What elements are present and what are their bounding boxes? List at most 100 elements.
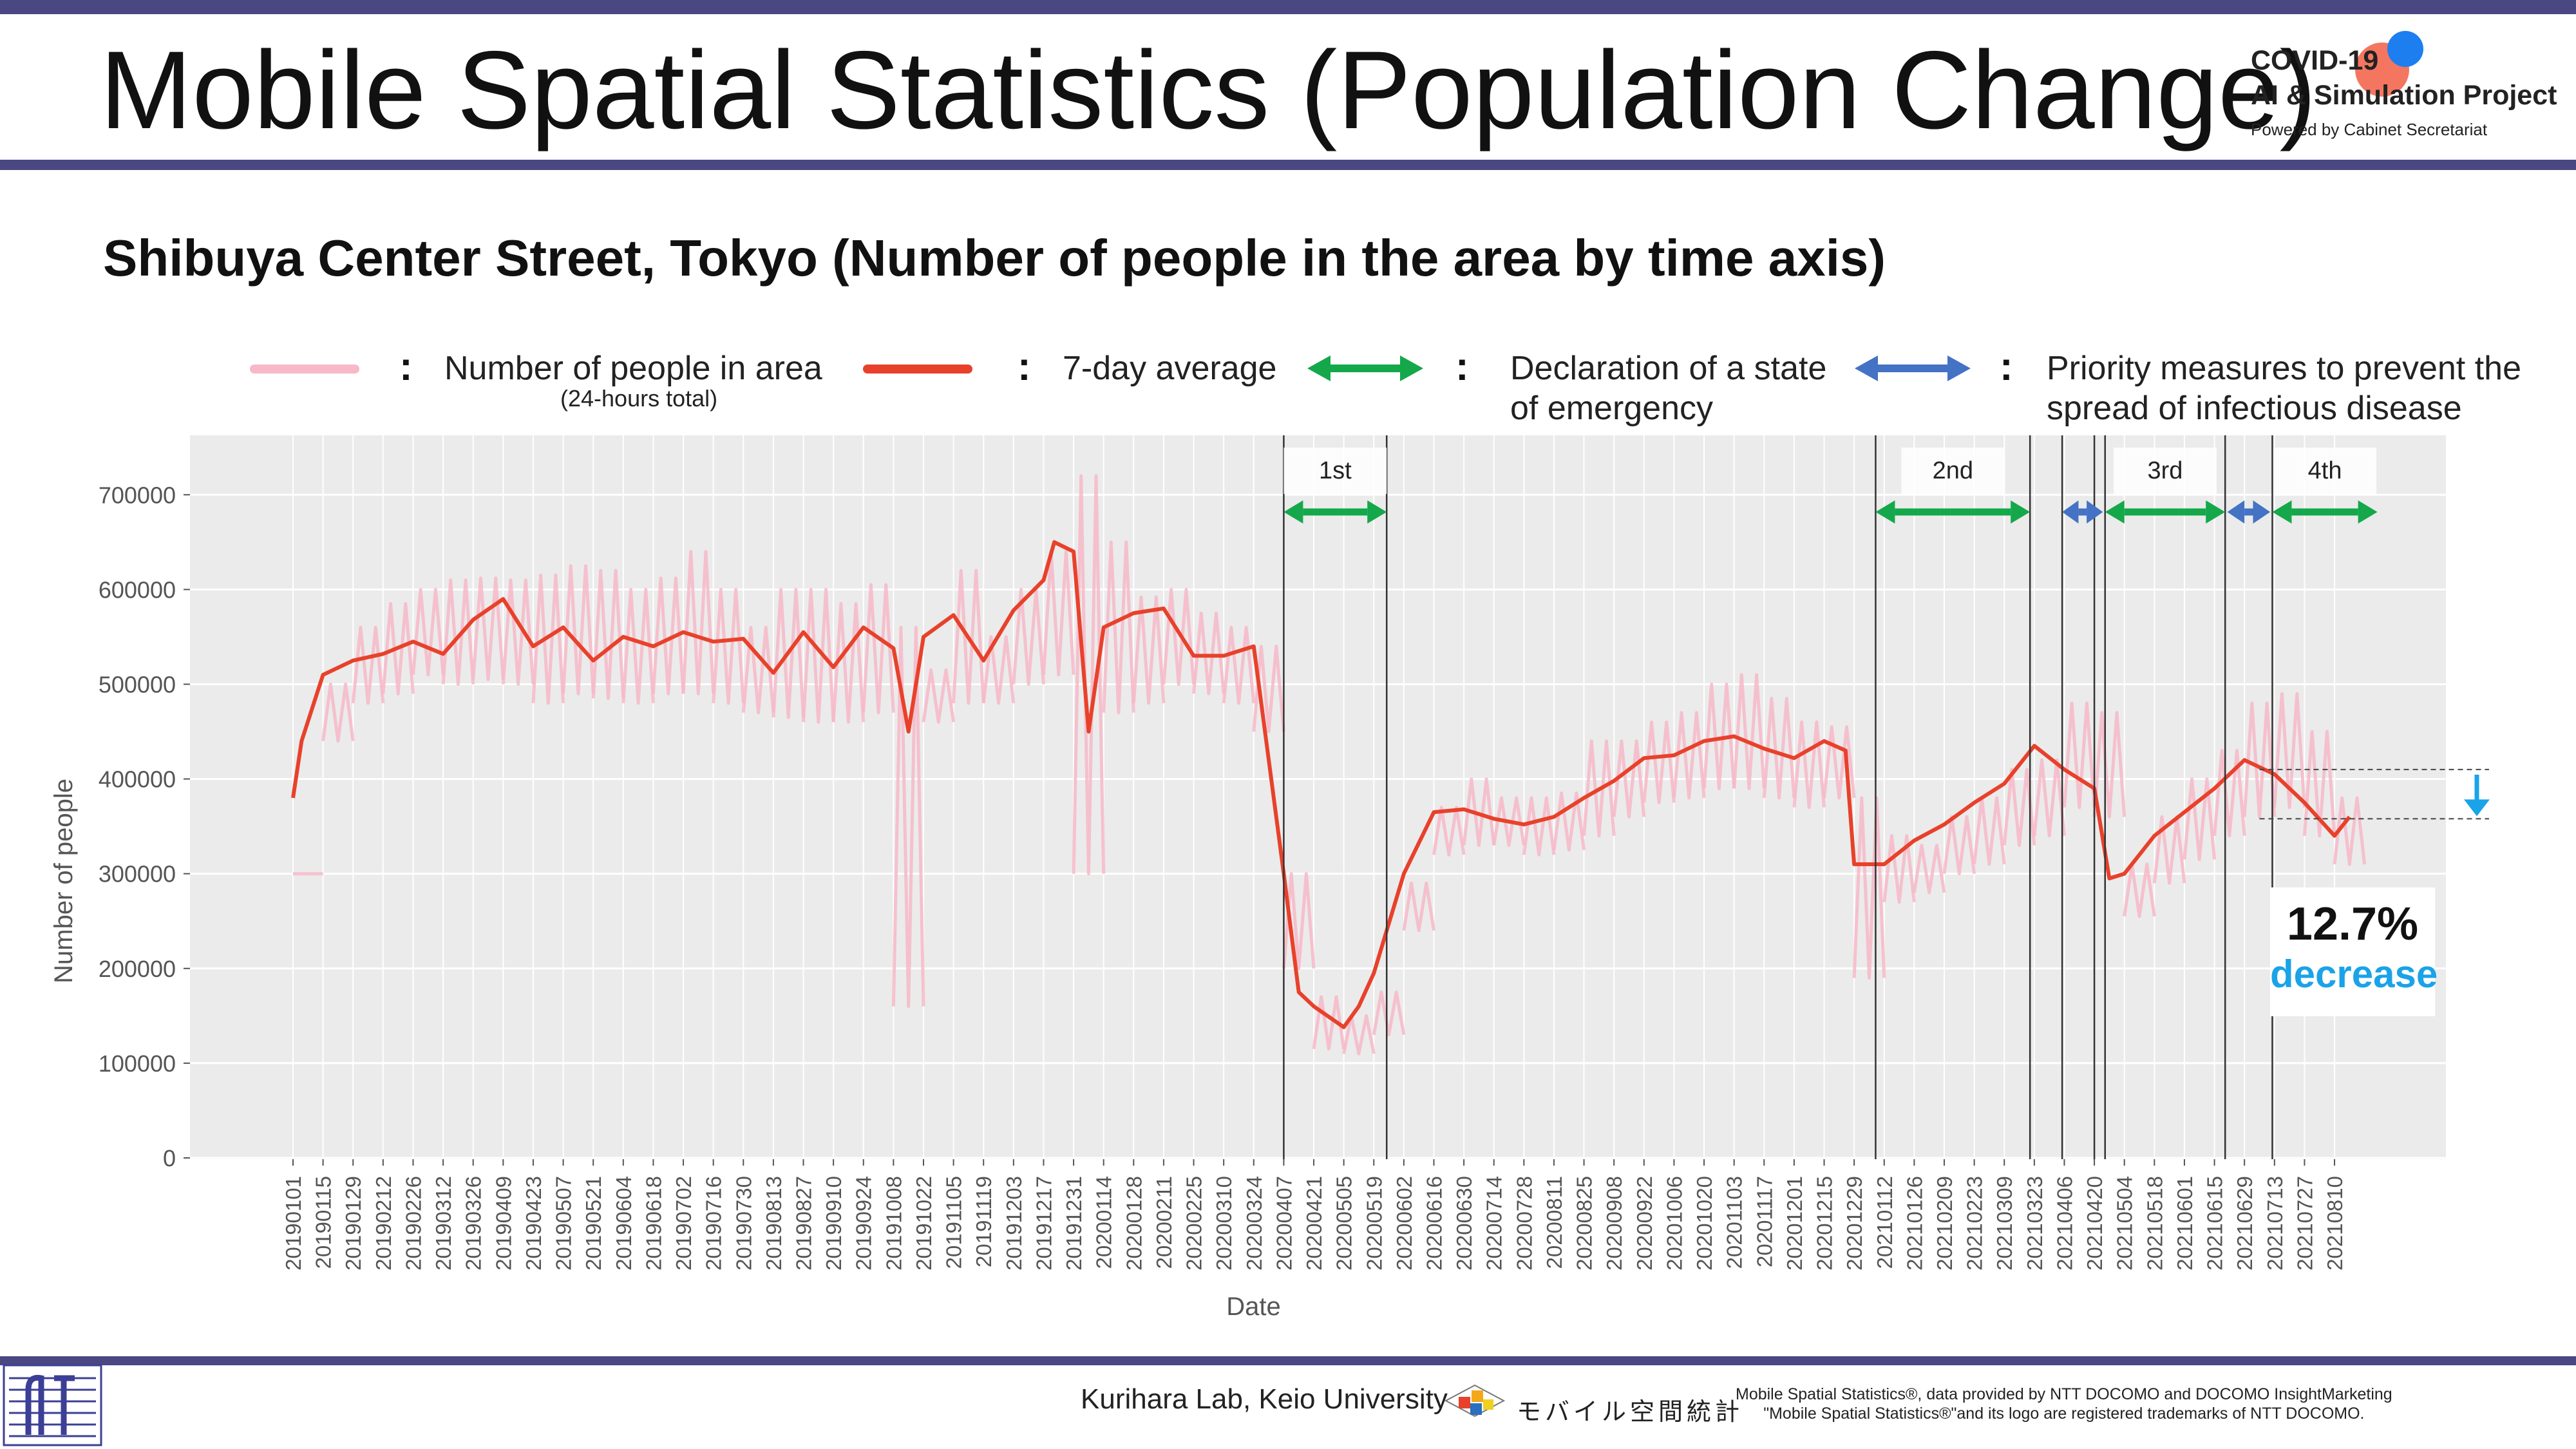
- legend-daily-label: Number of people in area: [444, 350, 822, 387]
- daily-series-segment: [412, 587, 445, 677]
- x-tick-label: 20191231: [1062, 1176, 1086, 1271]
- daily-series-segment: [1612, 739, 1646, 819]
- x-tick-label: 20210406: [2052, 1176, 2076, 1271]
- daily-series-segment: [1402, 881, 1435, 933]
- daily-series-segment: [501, 578, 535, 686]
- x-tick-label: 20200114: [1092, 1176, 1116, 1269]
- mobile-logo-text: モバイル空間統計: [1517, 1399, 1744, 1426]
- period-label: 4th: [2308, 457, 2342, 484]
- daily-series-segment: [712, 587, 745, 705]
- x-tick-label: 20190101: [281, 1176, 305, 1271]
- x-tick-label: 20190604: [612, 1176, 636, 1271]
- avg-series-line: [291, 540, 2351, 1029]
- y-tick-label: 200000: [99, 956, 176, 982]
- daily-series-segment: [2123, 862, 2156, 918]
- daily-series-segment: [1312, 995, 1346, 1051]
- period-label: 2nd: [1933, 457, 1973, 484]
- period-label-box: [2113, 448, 2217, 494]
- x-tick-label: 20210323: [2023, 1176, 2047, 1271]
- daily-series-segment: [441, 578, 475, 686]
- x-tick-label: 20201215: [1813, 1176, 1837, 1271]
- legend-colon: :: [1455, 345, 1469, 389]
- emergency-arrow-head: [1283, 500, 1303, 524]
- emergency-arrow-head: [2206, 500, 2226, 524]
- x-tick-label: 20190312: [431, 1176, 455, 1271]
- period-label: 3rd: [2148, 457, 2183, 484]
- daily-series-segment: [562, 564, 595, 696]
- x-tick-label: 20190910: [822, 1176, 846, 1271]
- x-tick-label: 20200630: [1452, 1176, 1476, 1271]
- logo-line-3: Powered by Cabinet Secretariat: [2251, 120, 2488, 139]
- x-tick-label: 20200407: [1272, 1176, 1296, 1271]
- keio-lab-logo-icon: [3, 1364, 102, 1446]
- x-tick-label: 20190618: [641, 1176, 665, 1271]
- daily-series-segment: [2302, 730, 2336, 838]
- daily-series-segment: [772, 587, 805, 719]
- daily-series-segment: [1042, 550, 1075, 677]
- daily-series-segment: [1852, 796, 1886, 980]
- daily-series-segment: [681, 550, 715, 696]
- x-tick-label: 20210615: [2203, 1176, 2227, 1271]
- header-bottom-bar: [0, 160, 2576, 170]
- logo-line-2: AI & Simulation Project: [2251, 80, 2557, 111]
- legend-colon: :: [399, 345, 413, 389]
- x-tick-label: 20201201: [1783, 1176, 1806, 1271]
- x-tick-label: 20200825: [1573, 1176, 1596, 1271]
- period-label: 1st: [1319, 457, 1352, 484]
- chart-subtitle: Shibuya Center Street, Tokyo (Number of …: [103, 229, 1886, 287]
- y-tick-label: 700000: [99, 482, 176, 508]
- x-tick-label: 20210713: [2263, 1176, 2287, 1271]
- x-tick-label: 20210810: [2323, 1176, 2347, 1271]
- daily-series-segment: [1912, 844, 1946, 895]
- x-tick-label: 20201006: [1662, 1176, 1686, 1271]
- x-tick-label: 20200310: [1212, 1176, 1236, 1271]
- daily-series-segment: [1672, 711, 1706, 800]
- x-tick-label: 20200602: [1392, 1176, 1416, 1271]
- daily-series-segment: [862, 583, 895, 715]
- x-tick-label: 20190212: [372, 1176, 395, 1271]
- daily-series-segment: [1192, 611, 1226, 696]
- mobile-spatial-statistics-logo: モバイル空間統計: [1439, 1380, 1739, 1432]
- legend-priority-label-1: Priority measures to prevent the: [2047, 350, 2521, 387]
- daily-series-segment: [922, 668, 956, 724]
- legend-avg-label: 7-day average: [1063, 350, 1277, 387]
- chart-legend: : Number of people in area (24-hours tot…: [0, 341, 2576, 438]
- daily-series-segment: [2032, 758, 2066, 838]
- daily-series-segment: [1942, 815, 1976, 876]
- x-tick-label: 20190924: [852, 1176, 876, 1271]
- daily-series-segment: [351, 625, 385, 705]
- y-tick-label: 100000: [99, 1050, 176, 1077]
- daily-series-segment: [1162, 587, 1195, 686]
- emergency-arrow-head: [2358, 500, 2378, 524]
- x-tick-label: 20191217: [1032, 1176, 1056, 1271]
- x-tick-label: 20200324: [1242, 1176, 1266, 1271]
- emergency-arrow-head: [1367, 500, 1387, 524]
- x-tick-label: 20210629: [2233, 1176, 2257, 1271]
- x-tick-label: 20200505: [1332, 1176, 1356, 1271]
- x-tick-label: 20201103: [1723, 1176, 1747, 1269]
- daily-series-segment: [2242, 701, 2277, 819]
- footer-note: Mobile Spatial Statistics®, data provide…: [1736, 1385, 2392, 1423]
- x-tick-label: 20210504: [2113, 1176, 2137, 1271]
- x-tick-label: 20200225: [1182, 1176, 1206, 1271]
- daily-series-segment: [2273, 692, 2306, 810]
- daily-series-segment: [531, 573, 565, 705]
- daily-series-segment: [1132, 595, 1166, 705]
- priority-arrow-head: [2227, 500, 2245, 524]
- x-tick-label: 20190716: [702, 1176, 726, 1271]
- emergency-arrow-head: [1875, 500, 1895, 524]
- x-tick-label: 20190409: [491, 1176, 515, 1271]
- cube-logo-icon: [1444, 1384, 1506, 1417]
- x-tick-label: 20210420: [2083, 1176, 2107, 1271]
- legend-daily-sub: (24-hours total): [560, 385, 718, 412]
- x-tick-label: 20200728: [1512, 1176, 1536, 1271]
- x-axis-label: Date: [1226, 1293, 1281, 1321]
- decrease-percent: 12.7%: [2286, 898, 2419, 950]
- emergency-arrow-head: [2105, 500, 2125, 524]
- x-tick-label: 20190115: [312, 1176, 336, 1269]
- x-tick-label: 20210727: [2293, 1176, 2316, 1271]
- legend-priority-arrow-icon: [1855, 355, 1971, 381]
- plot-background: [190, 435, 2446, 1159]
- y-tick-label: 300000: [99, 861, 176, 887]
- x-tick-label: 20210126: [1902, 1176, 1926, 1271]
